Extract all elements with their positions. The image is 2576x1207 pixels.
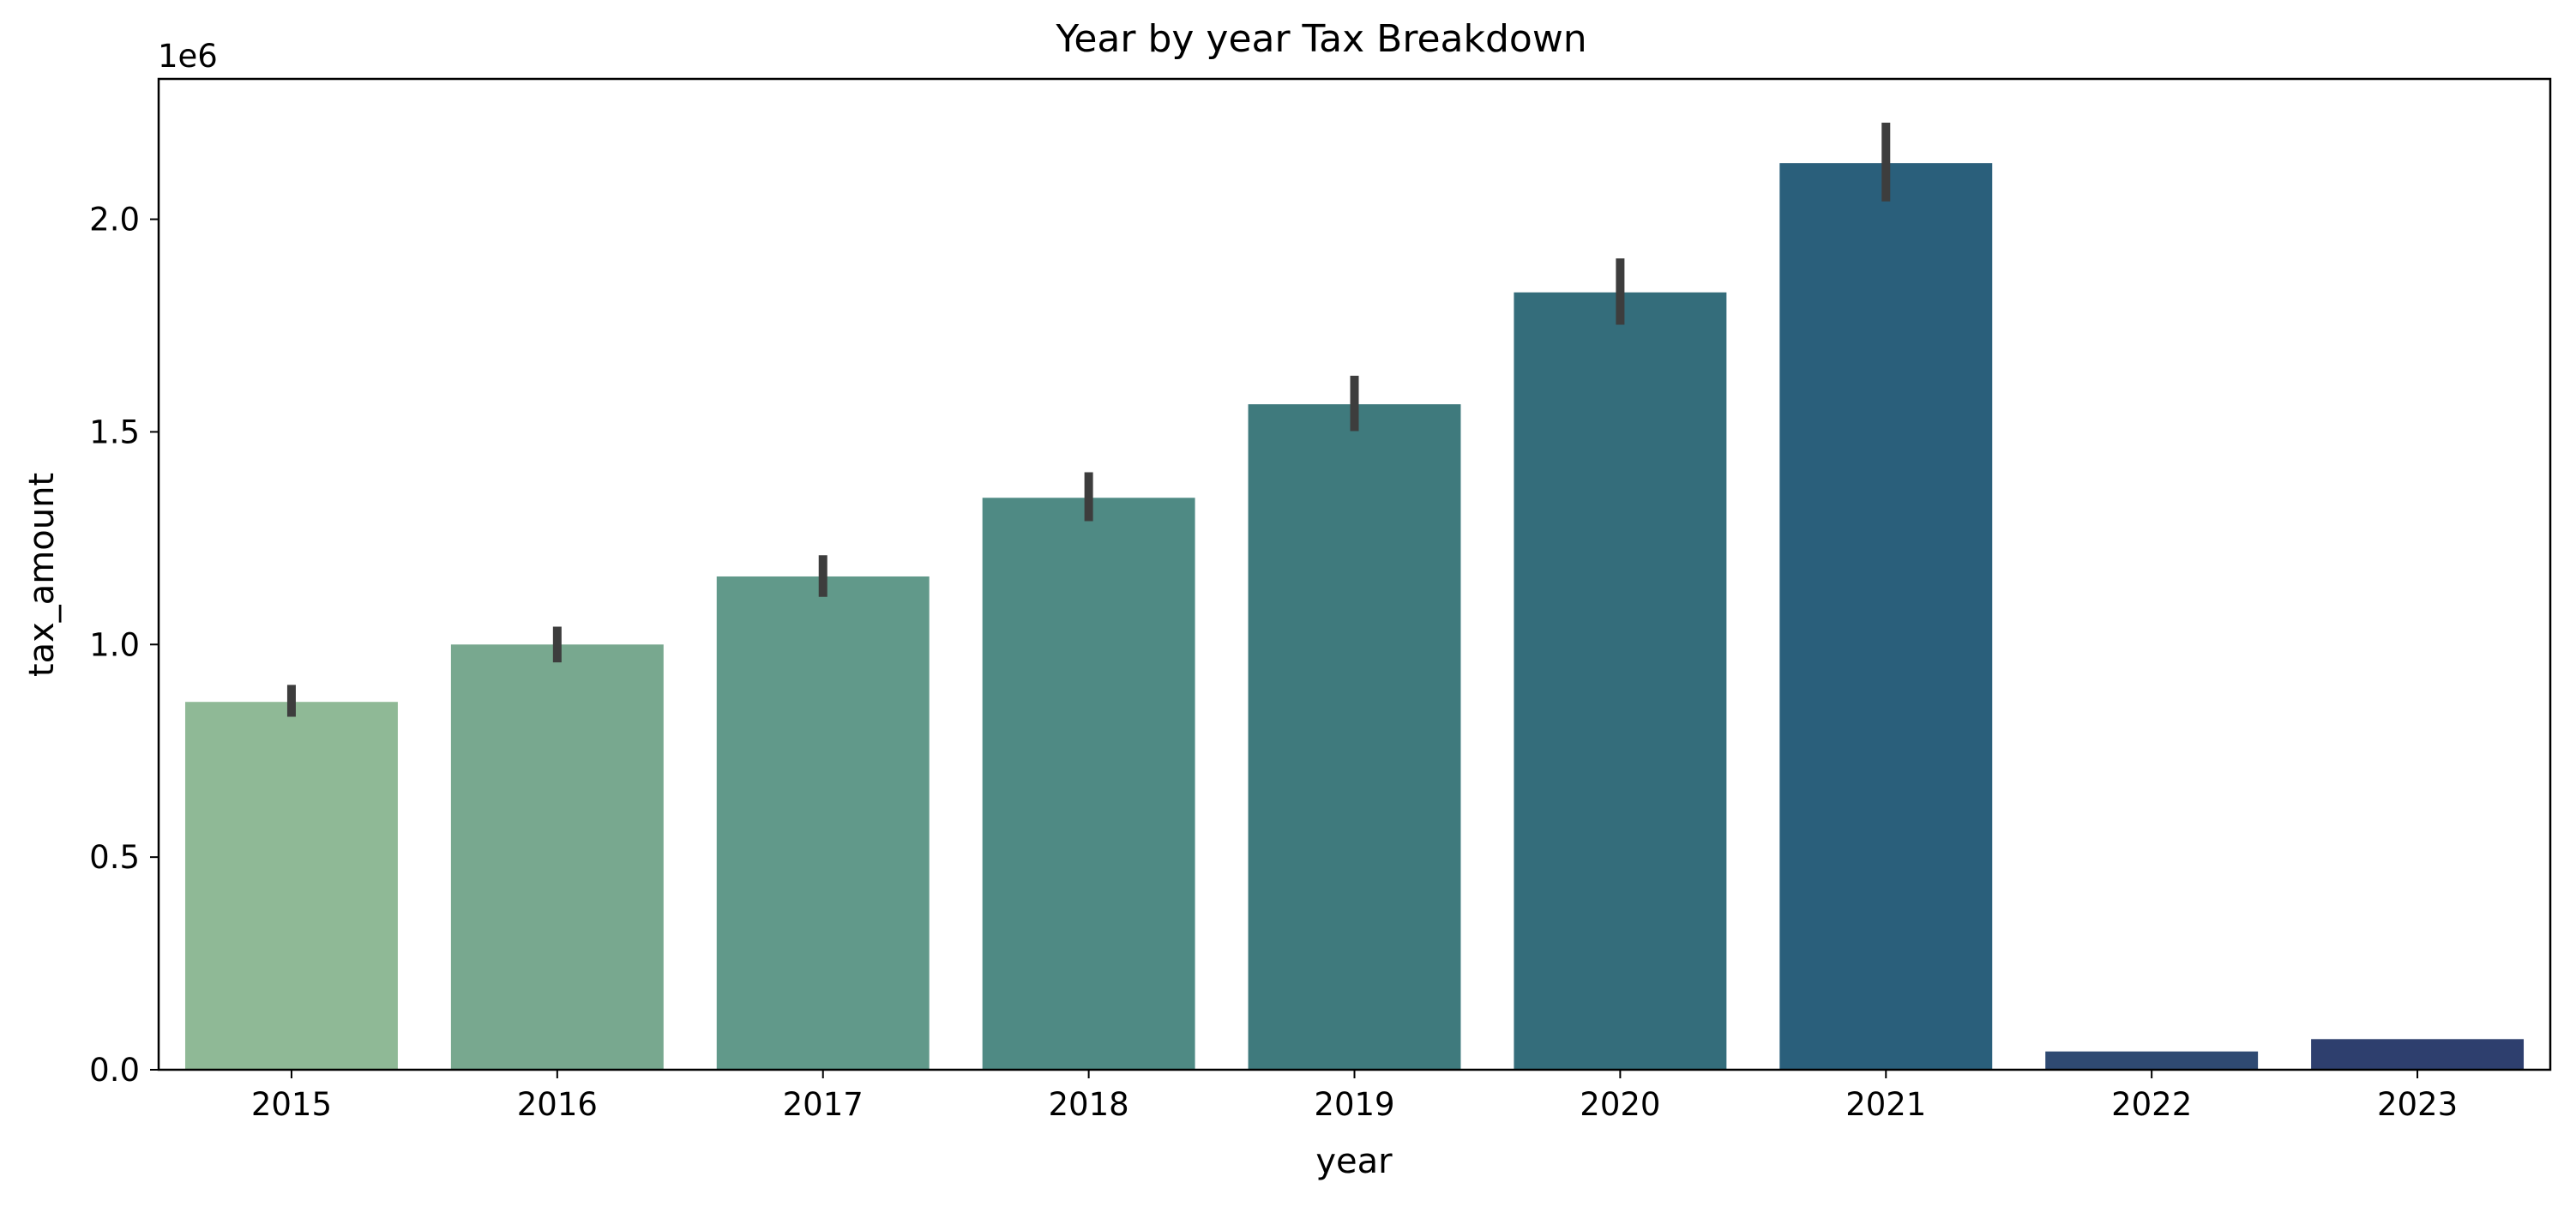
error-bars-group [286,123,1891,717]
chart-title: Year by year Tax Breakdown [1055,17,1586,61]
y-tick-label: 1.0 [89,626,140,663]
x-tick-label: 2016 [517,1086,598,1123]
bars-group [184,163,2525,1071]
bar-2021 [1779,163,1993,1071]
x-tick-label: 2022 [2111,1086,2192,1123]
y-tick-label: 1.5 [89,413,140,450]
x-tick-label: 2021 [1845,1086,1926,1123]
y-tick-label: 0.5 [89,839,140,876]
y-axis: 0.0 0.5 1.0 1.5 2.0 [89,202,159,1089]
x-tick-label: 2019 [1314,1086,1394,1123]
bar-2019 [1248,404,1461,1070]
y-tick-label: 2.0 [89,202,140,238]
bar-2018 [982,498,1195,1070]
bar-2022 [2045,1051,2259,1070]
x-tick-label: 2023 [2377,1086,2458,1123]
bar-2020 [1514,292,1727,1071]
bar-2023 [2311,1039,2525,1070]
x-tick-label: 2020 [1580,1086,1660,1123]
y-axis-label: tax_amount [22,473,62,677]
bar-2016 [450,644,664,1070]
bar-2015 [184,702,398,1070]
x-axis-label: year [1315,1142,1393,1181]
x-tick-label: 2015 [251,1086,332,1123]
y-offset-label: 1e6 [158,38,218,75]
y-tick-label: 0.0 [89,1052,140,1089]
x-axis: 2015 2016 2017 2018 2019 2020 2021 2022 2023 [251,1070,2458,1123]
x-tick-label: 2017 [783,1086,864,1123]
x-tick-label: 2018 [1049,1086,1129,1123]
bar-2017 [716,576,930,1070]
